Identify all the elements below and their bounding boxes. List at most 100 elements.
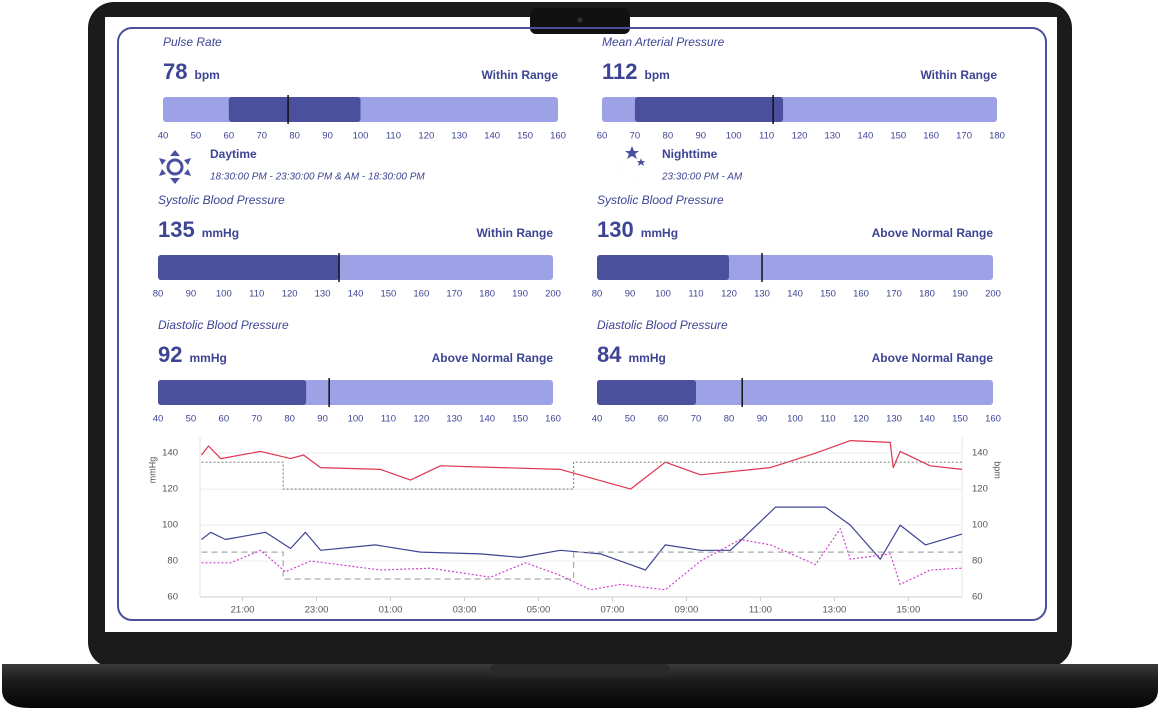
period-hours: 18:30:00 PM - 23:30:00 PM & AM - 18:30:0…	[210, 172, 425, 183]
gauge-tick-label: 110	[759, 131, 774, 142]
gauge-tick-label: 70	[630, 131, 641, 142]
gauge-tick-label: 90	[625, 289, 636, 300]
gauge-unit: mmHg	[628, 351, 665, 365]
gauge-tick-label: 130	[824, 131, 840, 142]
gauge-tick-label: 90	[757, 414, 768, 425]
gauge-tick-label: 100	[655, 289, 671, 300]
gauge-tick-label: 80	[592, 289, 603, 300]
gauge-tick-label: 130	[886, 414, 902, 425]
y2-axis-label: bpm	[993, 461, 1003, 479]
gauge-value: 135	[158, 217, 195, 242]
x-tick-label: 15:00	[896, 605, 920, 616]
gauge-tick-label: 180	[989, 131, 1005, 142]
gauge-tick-label: 60	[658, 414, 669, 425]
gauge-tick-label: 170	[886, 289, 902, 300]
x-tick-label: 11:00	[749, 605, 772, 616]
gauge-tick-label: 50	[625, 414, 636, 425]
gauge-tick-label: 70	[256, 131, 267, 142]
gauge-tick-label: 190	[952, 289, 968, 300]
gauge-normal-band	[597, 380, 696, 405]
moon-icon	[616, 146, 645, 181]
gauge-status: Above Normal Range	[872, 226, 994, 240]
gauge-value: 112	[602, 59, 638, 84]
gauge-unit: mmHg	[189, 351, 226, 365]
y2-tick-label: 80	[972, 556, 983, 567]
trackpad-notch	[490, 664, 670, 676]
gauge-title: Mean Arterial Pressure	[602, 35, 725, 49]
x-tick-label: 03:00	[453, 605, 477, 616]
gauge-tick-label: 90	[322, 131, 333, 142]
gauge-tick-label: 110	[249, 289, 264, 300]
y-tick-label: 140	[162, 448, 178, 459]
gauge-tick-label: 120	[418, 131, 434, 142]
x-tick-label: 13:00	[822, 605, 846, 616]
gauge-title: Diastolic Blood Pressure	[158, 318, 289, 332]
gauge-status: Within Range	[476, 226, 553, 240]
gauge-tick-label: 90	[317, 414, 328, 425]
gauge-tick-label: 180	[479, 289, 495, 300]
gauge-value: 92	[158, 342, 182, 367]
y2-tick-label: 120	[972, 484, 988, 495]
gauge-tick-label: 150	[952, 414, 968, 425]
dashboard-card	[117, 27, 1047, 621]
gauge-tick-label: 40	[158, 131, 169, 142]
gauge-tick-label: 150	[517, 131, 533, 142]
gauge-normal-band	[158, 380, 307, 405]
series-line	[201, 440, 963, 490]
gauge-tick-label: 160	[985, 414, 1001, 425]
gauge-value: 84	[597, 342, 622, 367]
gauge-tick-label: 160	[923, 131, 939, 142]
gauge-value: 130	[597, 217, 634, 242]
y-tick-label: 80	[167, 556, 178, 567]
gauge-normal-band	[228, 97, 361, 122]
x-tick-label: 05:00	[527, 605, 551, 616]
gauge-tick-label: 100	[216, 289, 232, 300]
gauge-tick-label: 140	[857, 131, 873, 142]
gauge-tick-label: 200	[985, 289, 1001, 300]
gauge-normal-band	[634, 97, 784, 122]
gauge-unit: mmHg	[641, 226, 678, 240]
gauge-tick-label: 120	[282, 289, 298, 300]
gauge-tick-label: 60	[597, 131, 608, 142]
y-tick-label: 120	[162, 484, 178, 495]
gauge-tick-label: 110	[820, 414, 835, 425]
gauge-status: Within Range	[481, 68, 558, 82]
gauge-tick-label: 80	[153, 289, 164, 300]
gauge-tick-label: 130	[754, 289, 770, 300]
gauge-tick-label: 40	[153, 414, 164, 425]
gauge-tick-label: 160	[550, 131, 566, 142]
gauge-tick-label: 50	[191, 131, 202, 142]
gauge-tick-label: 160	[545, 414, 561, 425]
series-line	[201, 461, 962, 490]
x-tick-label: 21:00	[231, 605, 255, 616]
gauge-tick-label: 190	[512, 289, 528, 300]
series-line	[201, 528, 963, 591]
gauge-tick-label: 80	[663, 131, 674, 142]
gauge-tick-label: 110	[688, 289, 703, 300]
gauge-status: Above Normal Range	[872, 351, 994, 365]
gauge-tick-label: 140	[479, 414, 495, 425]
gauge-tick-label: 110	[381, 414, 396, 425]
gauge-tick-label: 110	[386, 131, 401, 142]
gauge-value: 78	[163, 59, 187, 84]
gauge-tick-label: 100	[353, 131, 369, 142]
y-axis-label: mmHg	[147, 457, 157, 484]
gauge-tick-label: 50	[186, 414, 197, 425]
gauge-tick-label: 60	[224, 131, 235, 142]
gauge-tick-label: 60	[219, 414, 230, 425]
gauge-title: Systolic Blood Pressure	[597, 193, 724, 207]
gauge-tick-label: 150	[820, 289, 836, 300]
period-label: Nighttime	[662, 147, 718, 161]
gauge-tick-label: 100	[348, 414, 364, 425]
gauge-tick-label: 40	[592, 414, 603, 425]
gauge-tick-label: 120	[721, 289, 737, 300]
period-hours: 23:30:00 PM - AM	[661, 172, 743, 183]
gauge-tick-label: 100	[726, 131, 742, 142]
gauge-status: Within Range	[920, 68, 997, 82]
gauge-tick-label: 140	[787, 289, 803, 300]
gauge-title: Pulse Rate	[163, 35, 222, 49]
gauge-unit: mmHg	[202, 226, 239, 240]
gauge-tick-label: 170	[956, 131, 972, 142]
gauge-tick-label: 170	[446, 289, 462, 300]
